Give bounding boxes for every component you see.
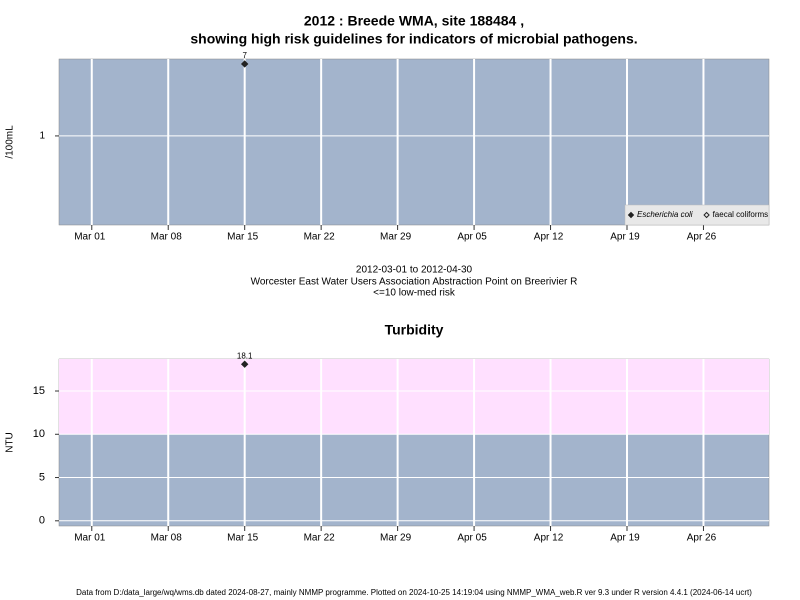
chart-title: Turbidity <box>385 322 444 338</box>
y-tick-label: 15 <box>33 385 45 397</box>
legend <box>624 204 770 226</box>
x-tick-label: Mar 22 <box>304 533 336 544</box>
x-tick-label: Apr 19 <box>610 232 640 243</box>
x-tick-label: Mar 08 <box>151 533 183 544</box>
legend-label: faecal coliforms <box>713 210 769 219</box>
plot-background <box>58 58 770 226</box>
data-point <box>240 360 249 368</box>
x-tick-label: Mar 15 <box>227 232 259 243</box>
y-tick-label: 10 <box>33 428 45 440</box>
x-tick-label: Apr 26 <box>687 533 717 544</box>
x-tick-label: Mar 29 <box>380 232 412 243</box>
x-tick-label: Mar 29 <box>380 533 412 544</box>
caption: 2012-03-01 to 2012-04-30 <box>356 265 473 276</box>
legend-marker <box>627 211 635 219</box>
x-tick-label: Apr 12 <box>534 232 564 243</box>
x-tick-label: Apr 12 <box>534 533 564 544</box>
x-tick-label: Apr 26 <box>687 232 717 243</box>
y-tick-label: 1 <box>39 131 45 142</box>
caption: Worcester East Water Users Association A… <box>251 277 578 288</box>
y-tick-label: 0 <box>39 515 45 527</box>
guideline-band <box>59 359 769 435</box>
legend-label: Escherichia coli <box>637 210 693 219</box>
legend-marker <box>703 211 710 219</box>
y-axis-label: /100mL <box>5 125 16 159</box>
x-tick-label: Mar 15 <box>227 533 259 544</box>
chart-title: 2012 : Breede WMA, site 188484 , <box>304 13 524 29</box>
x-tick-label: Mar 22 <box>304 232 336 243</box>
x-tick-label: Mar 08 <box>151 232 183 243</box>
y-tick-label: 5 <box>39 471 45 483</box>
data-point <box>240 60 249 68</box>
chart-title: showing high risk guidelines for indicat… <box>190 31 637 47</box>
x-tick-label: Apr 05 <box>457 232 487 243</box>
x-tick-label: Apr 19 <box>610 533 640 544</box>
x-tick-label: Mar 01 <box>74 533 106 544</box>
x-tick-label: Apr 05 <box>457 533 487 544</box>
footer: Data from D:/data_large/wq/wms.db dated … <box>76 588 752 597</box>
data-label: 7 <box>242 51 247 60</box>
caption: <=10 low-med risk <box>373 288 456 299</box>
data-label: 18.1 <box>237 351 253 360</box>
x-tick-label: Mar 01 <box>74 232 106 243</box>
y-axis-label: NTU <box>5 432 16 453</box>
